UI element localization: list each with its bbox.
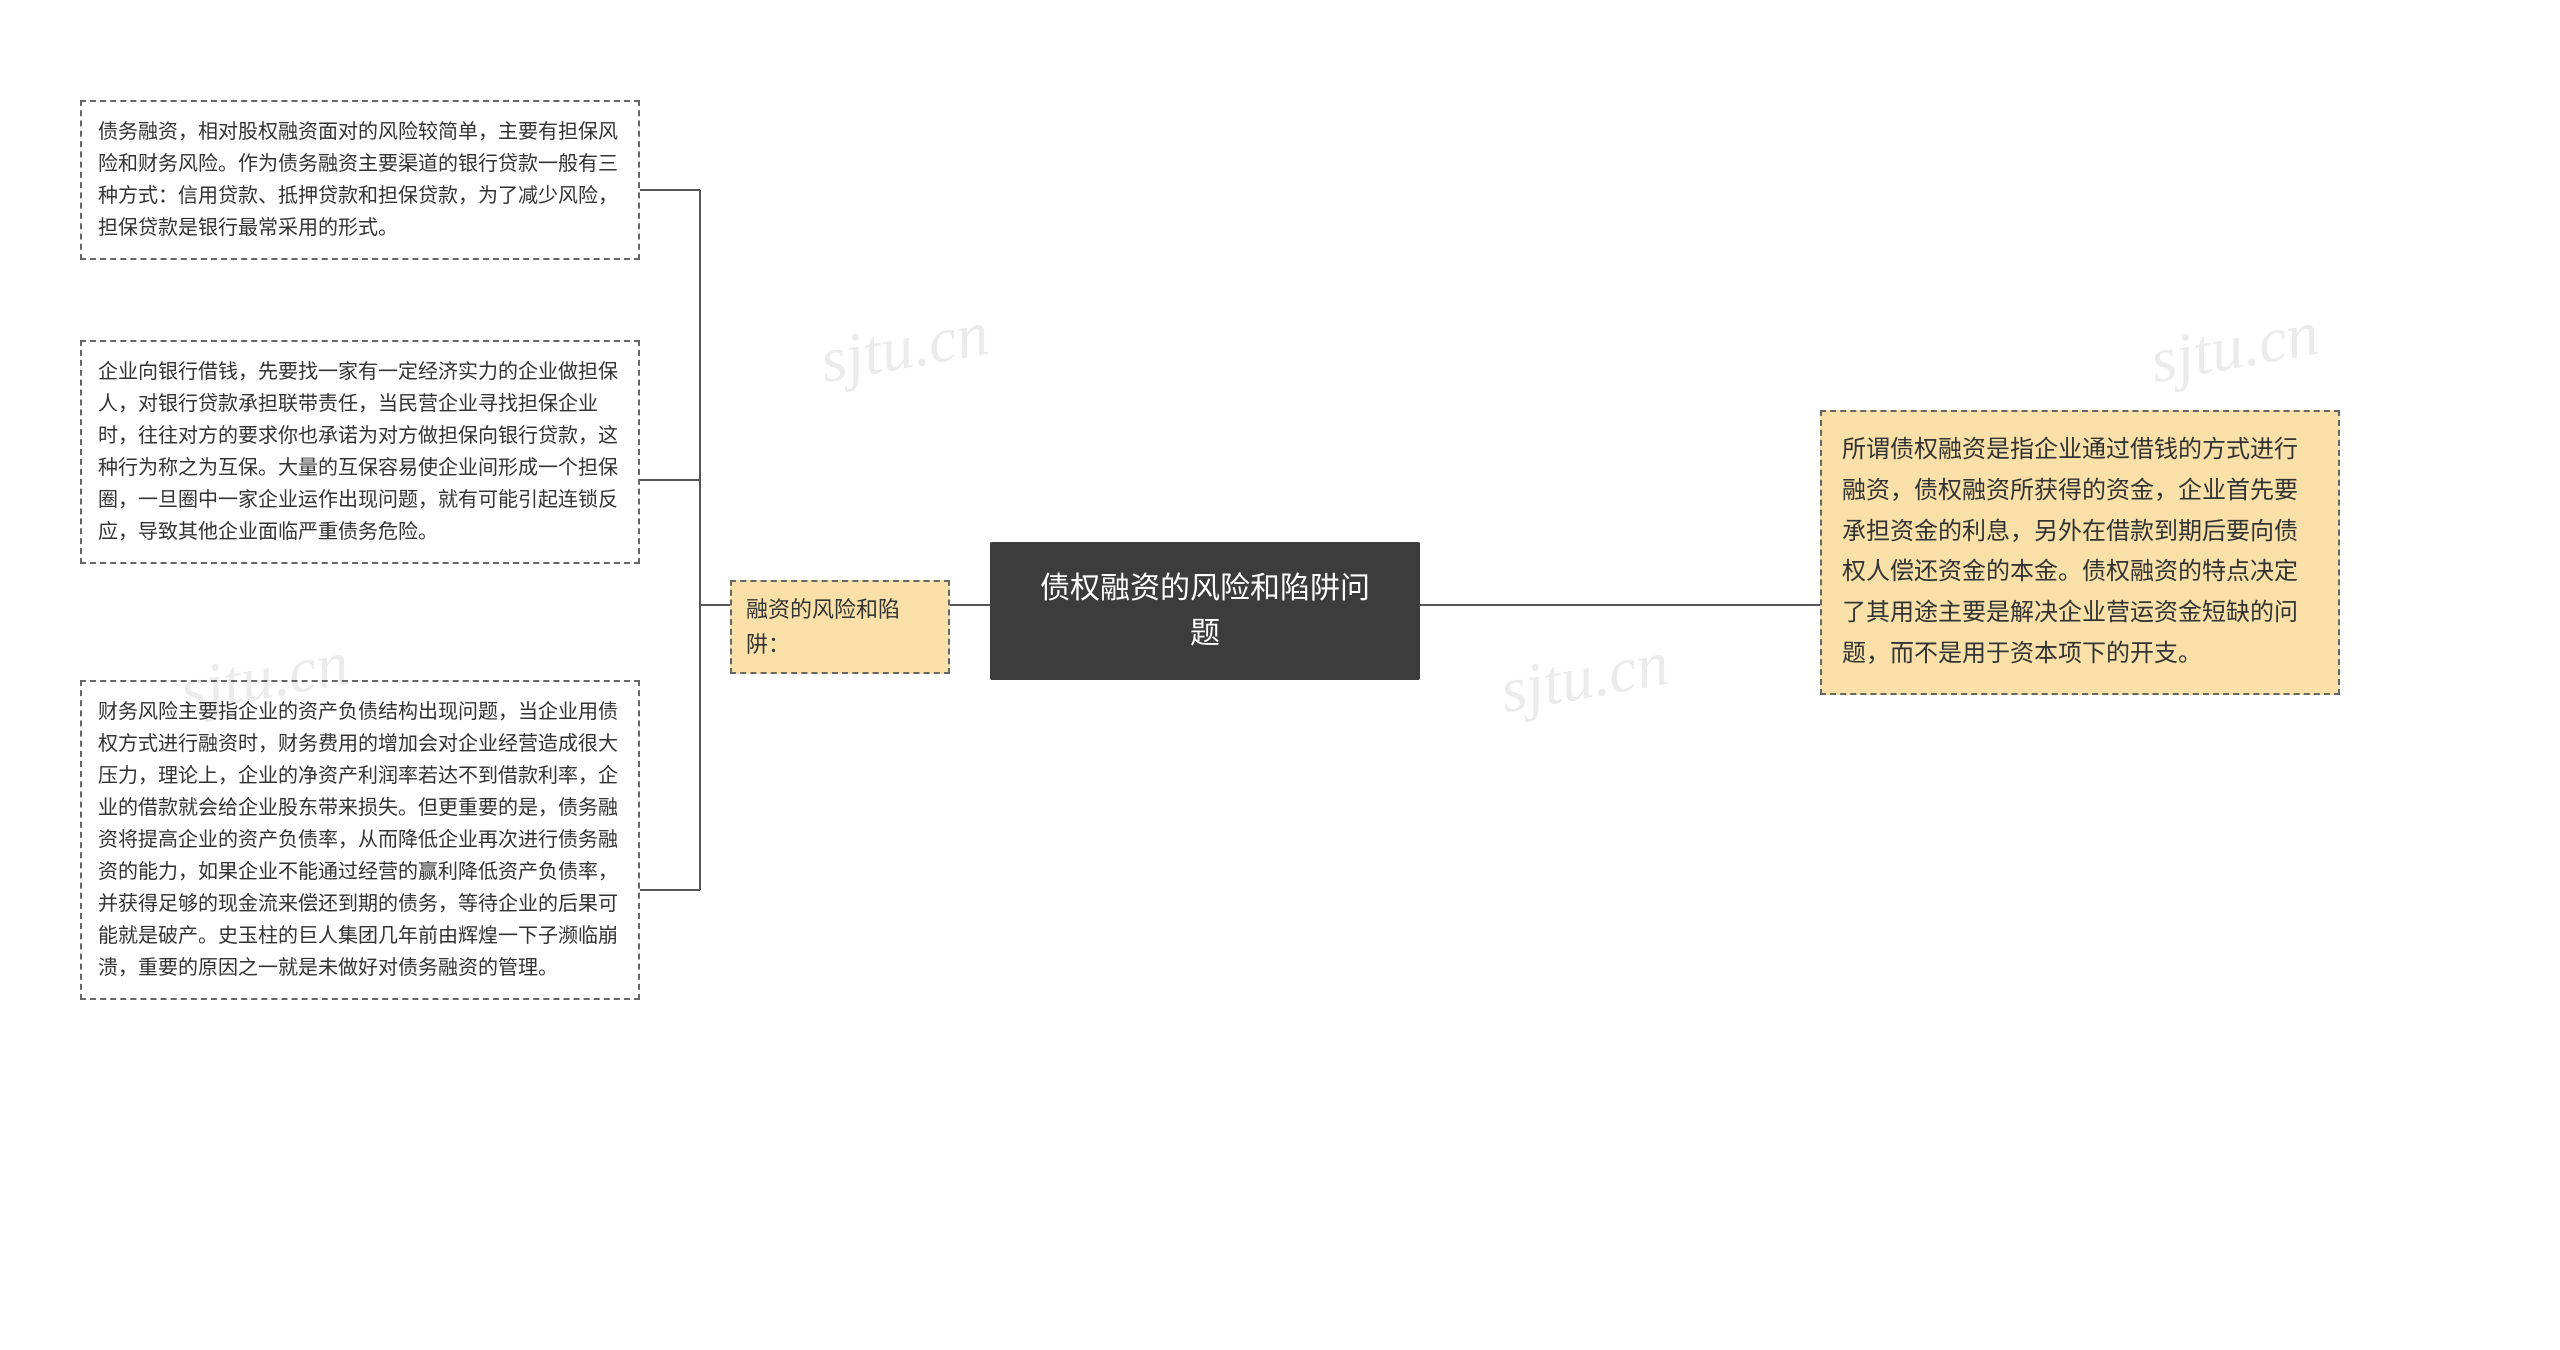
left-leaf-1[interactable]: 企业向银行借钱，先要找一家有一定经济实力的企业做担保人，对银行贷款承担联带责任，… bbox=[80, 340, 640, 564]
right-description[interactable]: 所谓债权融资是指企业通过借钱的方式进行融资，债权融资所获得的资金，企业首先要承担… bbox=[1820, 410, 2340, 695]
left-leaf-text-0: 债务融资，相对股权融资面对的风险较简单，主要有担保风险和财务风险。作为债务融资主… bbox=[98, 121, 618, 239]
right-description-text: 所谓债权融资是指企业通过借钱的方式进行融资，债权融资所获得的资金，企业首先要承担… bbox=[1842, 436, 2298, 667]
center-title-line1: 债权融资的风险和陷阱问 bbox=[1022, 566, 1388, 611]
left-subtopic[interactable]: 融资的风险和陷阱： bbox=[730, 580, 950, 674]
center-topic[interactable]: 债权融资的风险和陷阱问 题 bbox=[990, 542, 1420, 680]
center-title-line2: 题 bbox=[1022, 611, 1388, 656]
watermark-1: sjtu.cn bbox=[2145, 296, 2324, 398]
watermark-3: sjtu.cn bbox=[1495, 626, 1674, 728]
watermark-0: sjtu.cn bbox=[815, 296, 994, 398]
left-leaf-text-1: 企业向银行借钱，先要找一家有一定经济实力的企业做担保人，对银行贷款承担联带责任，… bbox=[98, 361, 618, 543]
left-leaf-2[interactable]: 财务风险主要指企业的资产负债结构出现问题，当企业用债权方式进行融资时，财务费用的… bbox=[80, 680, 640, 1000]
left-subtopic-label: 融资的风险和陷阱： bbox=[746, 597, 900, 657]
left-leaf-text-2: 财务风险主要指企业的资产负债结构出现问题，当企业用债权方式进行融资时，财务费用的… bbox=[98, 701, 618, 979]
left-leaf-0[interactable]: 债务融资，相对股权融资面对的风险较简单，主要有担保风险和财务风险。作为债务融资主… bbox=[80, 100, 640, 260]
